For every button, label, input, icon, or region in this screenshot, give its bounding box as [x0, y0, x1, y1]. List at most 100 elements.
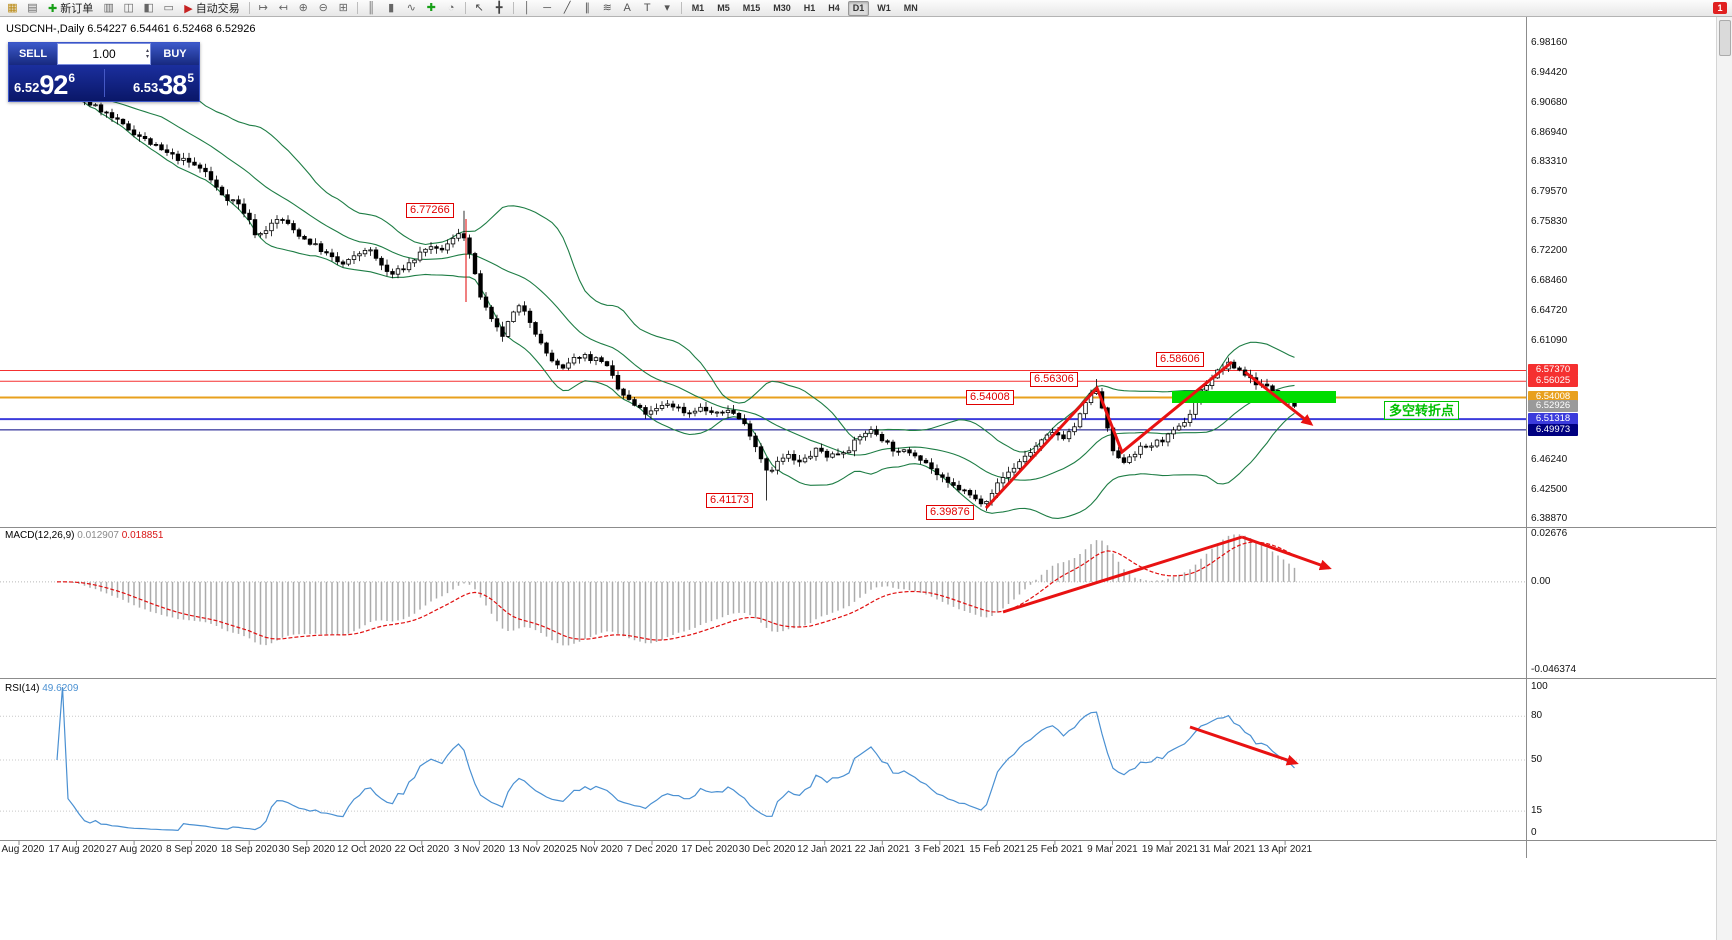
grid-icon: ⊞ [338, 1, 348, 14]
price-annotation-label[interactable]: 6.39876 [926, 505, 974, 520]
indicators-icon: ✚ [426, 1, 436, 14]
turning-point-label[interactable]: 多空转折点 [1384, 401, 1460, 420]
auto-trading-button[interactable]: ▶ 自动交易 [179, 1, 244, 16]
price-annotation-label[interactable]: 6.56306 [1030, 372, 1078, 387]
buy-price[interactable]: 6.53 38 5 [133, 65, 194, 101]
horizontal-level-lines[interactable] [0, 370, 1526, 431]
price-axis-label: 6.79570 [1531, 186, 1568, 198]
line-chart-button[interactable]: ∿ [402, 0, 421, 17]
timeframe-mn-button[interactable]: MN [903, 2, 918, 13]
chart-shift-button[interactable]: ↦ [254, 0, 273, 17]
price-divider [103, 69, 105, 97]
templates-icon: ◔ [447, 1, 455, 14]
rsi-line [56, 686, 1295, 832]
chart-symbol-header: USDCNH-,Daily 6.54227 6.54461 6.52468 6.… [6, 23, 256, 35]
timeframe-m1-button[interactable]: M1 [691, 2, 705, 13]
spin-up-icon[interactable]: ▴ [145, 48, 149, 54]
date-axis-label: 3 Feb 2021 [914, 844, 966, 855]
toolbar-separator [464, 2, 466, 14]
timeframe-h1-button[interactable]: H1 [803, 2, 816, 13]
timeframe-m5-button[interactable]: M5 [717, 2, 730, 13]
scrollbar-thumb[interactable] [1719, 20, 1731, 56]
new-chart-button[interactable]: ▦ [3, 0, 22, 17]
chart-profiles-button[interactable]: ▤ [23, 0, 42, 17]
new-chart-icon: ▦ [7, 1, 18, 14]
sell-button[interactable]: SELL [9, 43, 57, 65]
macd-histogram [61, 534, 1296, 646]
trend-arrows[interactable] [984, 360, 1332, 766]
candlestick-chart-button[interactable]: ▮ [382, 0, 401, 17]
macd-indicator-label: MACD(12,26,9) 0.012907 0.018851 [5, 530, 163, 541]
grid-button[interactable]: ⊞ [334, 0, 353, 17]
price-axis-label: 6.72200 [1531, 245, 1568, 257]
label-tool-icon: T [643, 1, 651, 14]
trendline-tool-icon: ╱ [563, 1, 571, 14]
date-axis-label: 27 Aug 2020 [106, 844, 163, 855]
volume-spinner[interactable]: ▴ ▾ [146, 44, 149, 64]
timeframe-w1-button[interactable]: W1 [877, 2, 891, 13]
vertical-line-tool-button[interactable]: │ [518, 0, 537, 17]
zoom-in-button[interactable]: ⊕ [294, 0, 313, 17]
new-order-button[interactable]: ✚ 新订单 [43, 1, 98, 16]
date-axis-label: 8 Sep 2020 [166, 844, 218, 855]
shapes-dropdown-button[interactable]: ▾ [658, 0, 677, 17]
panel-separators[interactable] [0, 17, 1717, 858]
rsi-axis-label: 50 [1531, 754, 1543, 765]
zoom-out-icon: ⊖ [318, 1, 328, 14]
date-axis-label: 7 Dec 2020 [626, 844, 678, 855]
templates-button[interactable]: ◔ [442, 0, 461, 17]
toolbar-separator [512, 2, 514, 14]
data-window-icon: ◫ [123, 1, 134, 14]
zoom-out-button[interactable]: ⊖ [314, 0, 333, 17]
candlestick-chart-icon: ▮ [388, 1, 395, 14]
market-watch-button[interactable]: ▥ [99, 0, 118, 17]
date-axis-label: 12 Oct 2020 [337, 844, 392, 855]
auto-trading-label: 自动交易 [195, 3, 240, 15]
main-toolbar: ▦ ▤ ✚ 新订单 ▥ ◫ ◧ ▭ ▶ 自动交易 ↦ ↤ ⊕ ⊖ ⊞ ║ ▮ ∿ ✚ ◔ ↖ ╋ │ ─ ╱ ∥ ≋ A T ▾ M1 M5 M… [0, 0, 1732, 17]
channel-tool-button[interactable]: ∥ [578, 0, 597, 17]
price-axis-label: 6.94420 [1531, 67, 1568, 79]
price-axis-label: 6.90680 [1531, 97, 1568, 109]
timeframe-m15-button[interactable]: M15 [742, 2, 761, 13]
bar-chart-button[interactable]: ║ [362, 0, 381, 17]
terminal-button[interactable]: ▭ [159, 0, 178, 17]
price-axis-label: 6.42500 [1531, 483, 1568, 495]
channel-tool-icon: ∥ [584, 1, 590, 14]
buy-button[interactable]: BUY [151, 43, 199, 65]
price-annotation-label[interactable]: 6.77266 [406, 203, 454, 218]
notifications-badge[interactable]: 1 [1713, 2, 1727, 14]
spin-down-icon[interactable]: ▾ [145, 54, 149, 60]
trendline-tool-button[interactable]: ╱ [558, 0, 577, 17]
text-tool-button[interactable]: A [618, 0, 637, 17]
highlight-zone[interactable] [1172, 391, 1336, 403]
timeframe-h4-button[interactable]: H4 [828, 2, 840, 13]
buy-price-sup: 5 [187, 71, 194, 85]
volume-input[interactable]: 1.00 ▴ ▾ [57, 43, 151, 65]
timeframe-m30-button[interactable]: M30 [773, 2, 791, 13]
macd-axis-label: 0.02676 [1531, 528, 1568, 539]
horizontal-line-tool-icon: ─ [543, 1, 552, 14]
fibonacci-tool-button[interactable]: ≋ [598, 0, 617, 17]
horizontal-line-tool-button[interactable]: ─ [538, 0, 557, 17]
indicators-button[interactable]: ✚ [422, 0, 441, 17]
macd-main-value: 0.012907 [77, 530, 119, 541]
crosshair-button[interactable]: ╋ [490, 0, 509, 17]
timeframe-d1-button[interactable]: D1 [847, 0, 870, 16]
cursor-button[interactable]: ↖ [470, 0, 489, 17]
price-axis-badge: 6.56025 [1528, 375, 1578, 388]
sell-price[interactable]: 6.52 92 6 [14, 65, 75, 101]
label-tool-button[interactable]: T [638, 0, 657, 17]
zoom-in-icon: ⊕ [298, 1, 308, 14]
price-annotation-label[interactable]: 6.41173 [706, 493, 753, 508]
price-annotation-label[interactable]: 6.54008 [966, 390, 1014, 405]
data-window-button[interactable]: ◫ [119, 0, 138, 17]
date-axis-label: 25 Feb 2021 [1026, 844, 1083, 855]
date-axis-label: 17 Dec 2020 [681, 844, 738, 855]
vertical-scrollbar[interactable] [1716, 17, 1732, 940]
auto-scroll-button[interactable]: ↤ [274, 0, 293, 17]
price-annotation-label[interactable]: 6.58606 [1156, 352, 1204, 367]
market-watch-icon: ▥ [103, 1, 114, 14]
macd-name: MACD(12,26,9) [5, 530, 75, 541]
navigator-button[interactable]: ◧ [139, 0, 158, 17]
